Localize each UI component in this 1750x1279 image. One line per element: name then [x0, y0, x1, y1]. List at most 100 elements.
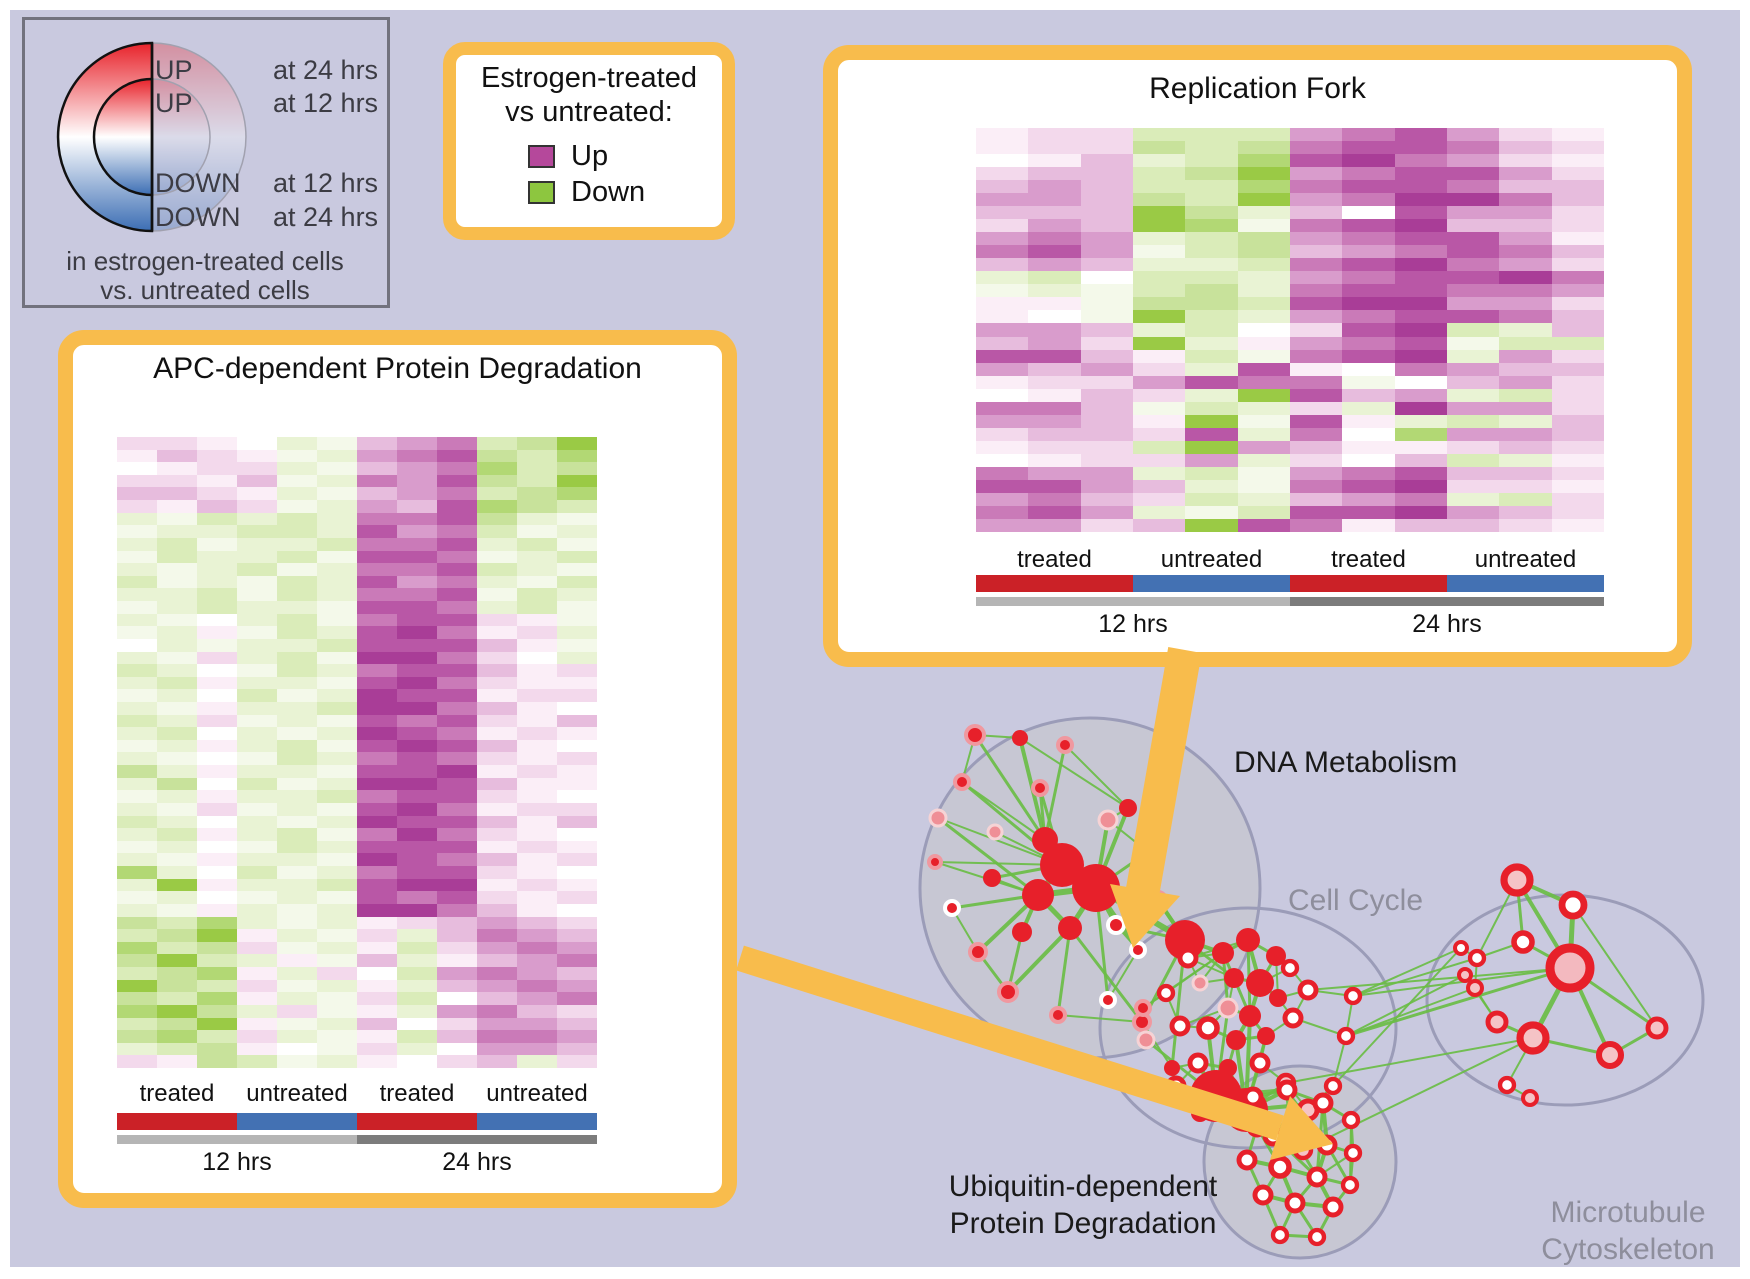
- heatmap-cell: [557, 1055, 597, 1068]
- heatmap-cell: [517, 474, 557, 488]
- heatmap-cell: [277, 676, 317, 690]
- heatmap-cell: [437, 676, 477, 690]
- heatmap-cell: [1446, 284, 1500, 298]
- heatmap-cell: [1237, 232, 1290, 246]
- heatmap-cell: [1237, 518, 1290, 532]
- heatmap-cell: [157, 664, 197, 677]
- heatmap-cell: [1080, 193, 1133, 207]
- heatmap-cell: [117, 676, 157, 690]
- heatmap-cell: [1132, 466, 1186, 480]
- rf-24hrs-label: 24 hrs: [1412, 610, 1482, 638]
- heatmap-cell: [1551, 479, 1604, 493]
- heatmap-cell: [477, 588, 517, 602]
- heatmap-cell: [1342, 492, 1395, 506]
- heatmap-cell: [277, 878, 317, 892]
- heatmap-cell: [317, 449, 357, 463]
- heatmap-cell: [157, 1042, 197, 1056]
- heatmap-cell: [1028, 232, 1081, 246]
- heatmap-cell: [557, 1042, 597, 1056]
- heatmap-cell: [557, 777, 597, 791]
- heatmap-cell: [1132, 505, 1186, 519]
- heatmap-cell: [357, 790, 397, 803]
- heatmap-cell: [277, 437, 317, 450]
- heatmap-cell: [277, 916, 317, 930]
- heatmap-cell: [277, 891, 317, 904]
- heatmap-cell: [517, 954, 557, 968]
- heatmap-cell: [357, 878, 397, 892]
- heatmap-cell: [557, 790, 597, 803]
- heatmap-cell: [1499, 245, 1552, 259]
- heatmap-cell: [1185, 349, 1238, 363]
- heatmap-cell: [357, 689, 397, 703]
- rf-group-untreated-12: untreated: [1160, 546, 1263, 573]
- heatmap-cell: [1394, 245, 1447, 259]
- heatmap-cell: [1551, 414, 1604, 428]
- heatmap-cell: [1028, 258, 1081, 272]
- heatmap-cell: [197, 992, 237, 1005]
- heatmap-cell: [1185, 440, 1238, 454]
- heatmap-cell: [157, 613, 197, 627]
- heatmap-cell: [477, 601, 517, 614]
- heatmap-cell: [237, 676, 277, 690]
- heatmap-cell: [1446, 271, 1500, 285]
- microtubule-label-line2: Cytoskeleton: [1541, 1233, 1715, 1266]
- heatmap-cell: [1132, 297, 1186, 311]
- heatmap-cell: [357, 853, 397, 867]
- heatmap-cell: [477, 550, 517, 564]
- heatmap-cell: [317, 626, 357, 639]
- heatmap-cell: [1289, 362, 1343, 376]
- heatmap-cell: [1551, 180, 1604, 194]
- heatmap-cell: [1028, 180, 1081, 194]
- heatmap-cell: [1237, 401, 1290, 415]
- heatmap-cell: [1446, 440, 1500, 454]
- heatmap-cell: [437, 487, 477, 501]
- heatmap-cell: [1551, 245, 1604, 259]
- heatmap-cell: [157, 992, 197, 1005]
- heatmap-cell: [277, 1004, 317, 1018]
- heatmap-cell: [477, 941, 517, 955]
- heatmap-cell: [557, 929, 597, 942]
- heatmap-cell: [277, 828, 317, 841]
- heatmap-cell: [1289, 245, 1343, 259]
- heatmap-cell: [1499, 180, 1552, 194]
- heatmap-cell: [1185, 297, 1238, 311]
- heatmap-cell: [237, 941, 277, 955]
- heatmap-cell: [397, 1055, 437, 1068]
- heatmap-cell: [477, 1017, 517, 1031]
- heatmap-cell: [1080, 453, 1133, 467]
- heatmap-cell: [197, 487, 237, 501]
- heatmap-cell: [1342, 323, 1395, 337]
- heatmap-cell: [1551, 349, 1604, 363]
- heatmap-cell: [517, 840, 557, 854]
- heatmap-cell: [1394, 388, 1447, 402]
- heatmap-cell: [1446, 505, 1500, 519]
- heatmap-cell: [277, 1042, 317, 1056]
- heatmap-cell: [1028, 414, 1081, 428]
- heatmap-cell: [317, 588, 357, 602]
- heatmap-cell: [1289, 414, 1343, 428]
- apc-group-untreated-12: untreated: [246, 1080, 348, 1107]
- heatmap-cell: [1551, 141, 1604, 155]
- heatmap-cell: [1289, 284, 1343, 298]
- heatmap-cell: [237, 765, 277, 778]
- heatmap-cell: [517, 575, 557, 589]
- heatmap-cell: [437, 626, 477, 639]
- heatmap-cell: [117, 512, 157, 526]
- heatmap-cell: [277, 954, 317, 968]
- heatmap-cell: [277, 626, 317, 639]
- heatmap-cell: [237, 651, 277, 665]
- heatmap-cell: [357, 474, 397, 488]
- heatmap-cell: [117, 575, 157, 589]
- heatmap-cell: [517, 449, 557, 463]
- heatmap-cell: [277, 651, 317, 665]
- heatmap-cell: [477, 739, 517, 753]
- heatmap-cell: [1132, 193, 1186, 207]
- apc-panel-title: APC-dependent Protein Degradation: [153, 352, 642, 385]
- heatmap-cell: [157, 563, 197, 576]
- heatmap-cell: [357, 1030, 397, 1043]
- heatmap-cell: [477, 500, 517, 513]
- heatmap-cell: [397, 840, 437, 854]
- heatmap-cell: [557, 638, 597, 652]
- heatmap-cell: [1342, 388, 1395, 402]
- heatmap-cell: [157, 474, 197, 488]
